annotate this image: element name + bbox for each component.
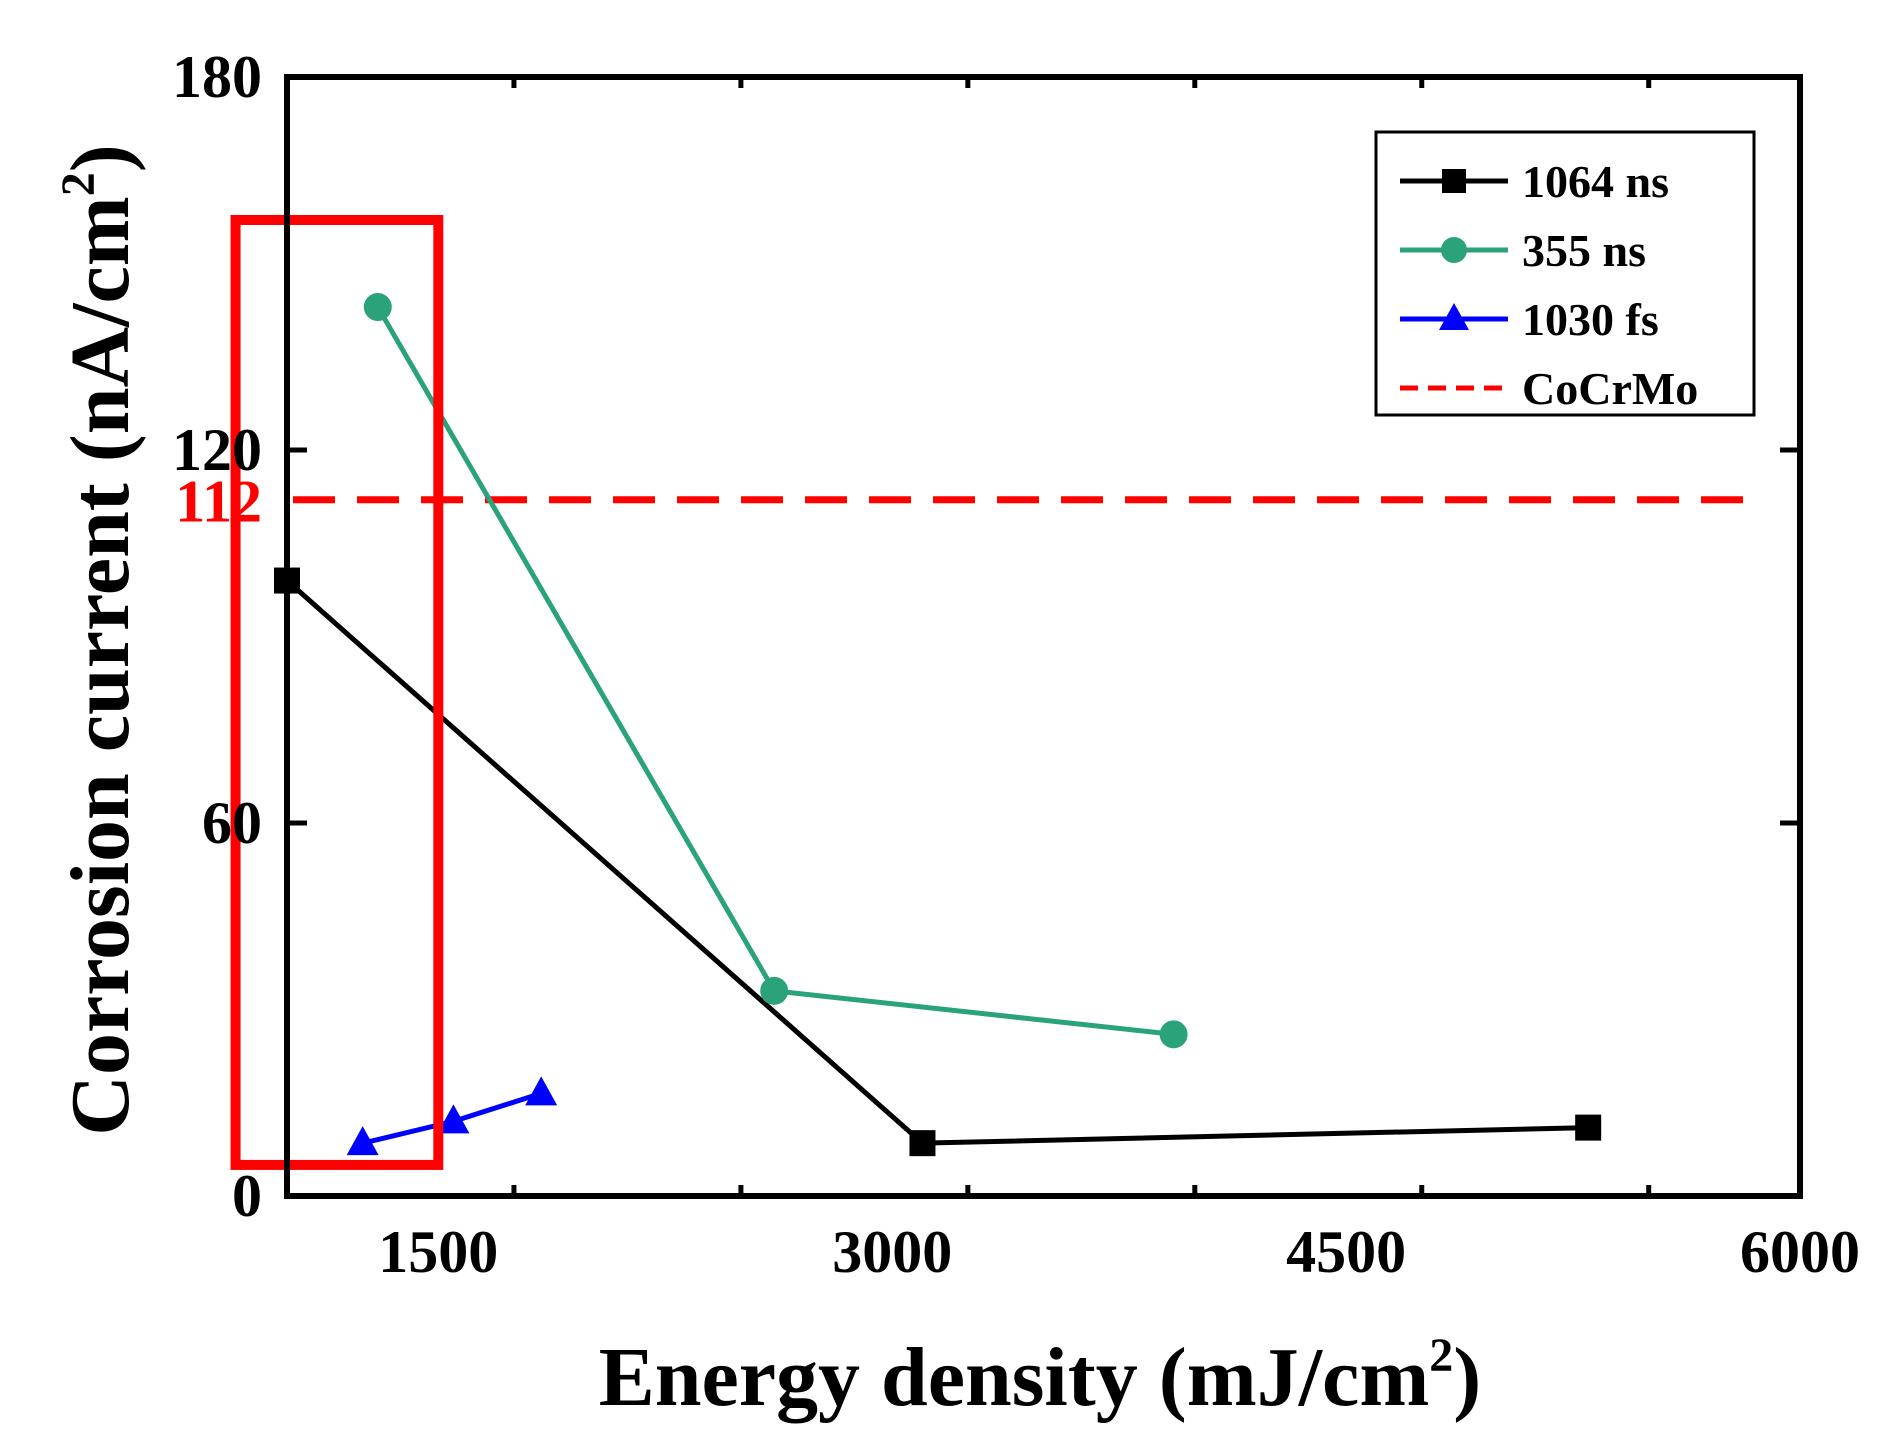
- plot-area: [230, 74, 1803, 1199]
- y-axis-ticks: 0 60 120 180: [172, 44, 1800, 1229]
- legend-label: 1030 fs: [1522, 294, 1659, 345]
- legend-label: 355 ns: [1522, 225, 1646, 276]
- y-tick-label: 180: [172, 44, 262, 110]
- x-tick-label: 3000: [832, 1219, 952, 1285]
- data-point-square: [1575, 1114, 1602, 1141]
- x-axis-ticks: 1500 3000 4500 6000: [284, 77, 1860, 1285]
- series-line-0: [285, 578, 1589, 1146]
- legend-label: CoCrMo: [1522, 363, 1698, 414]
- data-point-triangle: [437, 1104, 470, 1134]
- y-tick-label: 120: [172, 417, 262, 483]
- x-tick-label: 1500: [378, 1219, 498, 1285]
- data-point-circle: [760, 976, 789, 1005]
- highlight-box: [230, 214, 444, 1170]
- legend: 1064 ns 355 ns 1030 fs CoCrMo: [1374, 130, 1756, 417]
- y-tick-label: 60: [202, 790, 262, 856]
- y-tick-label: 0: [232, 1163, 262, 1229]
- legend-marker-circle: [1441, 237, 1467, 263]
- data-point-square: [909, 1130, 936, 1157]
- x-tick-label: 6000: [1740, 1219, 1860, 1285]
- legend-marker-square: [1442, 169, 1466, 193]
- x-tick-label: 4500: [1286, 1219, 1406, 1285]
- reference-value-label: 112: [175, 469, 262, 535]
- plot-frame: [284, 74, 1803, 1199]
- x-axis-title: Energy density (mJ/cm2): [599, 1329, 1482, 1424]
- legend-label: 1064 ns: [1522, 156, 1669, 207]
- y-axis-title: Corrosion current (nA/cm2): [52, 144, 147, 1135]
- series-line-1: [375, 305, 1174, 1037]
- data-point-circle: [363, 293, 392, 322]
- data-point-triangle: [346, 1126, 379, 1156]
- data-point-circle: [1159, 1020, 1188, 1049]
- data-point-triangle: [525, 1076, 558, 1106]
- legend-marker-triangle: [1439, 303, 1469, 330]
